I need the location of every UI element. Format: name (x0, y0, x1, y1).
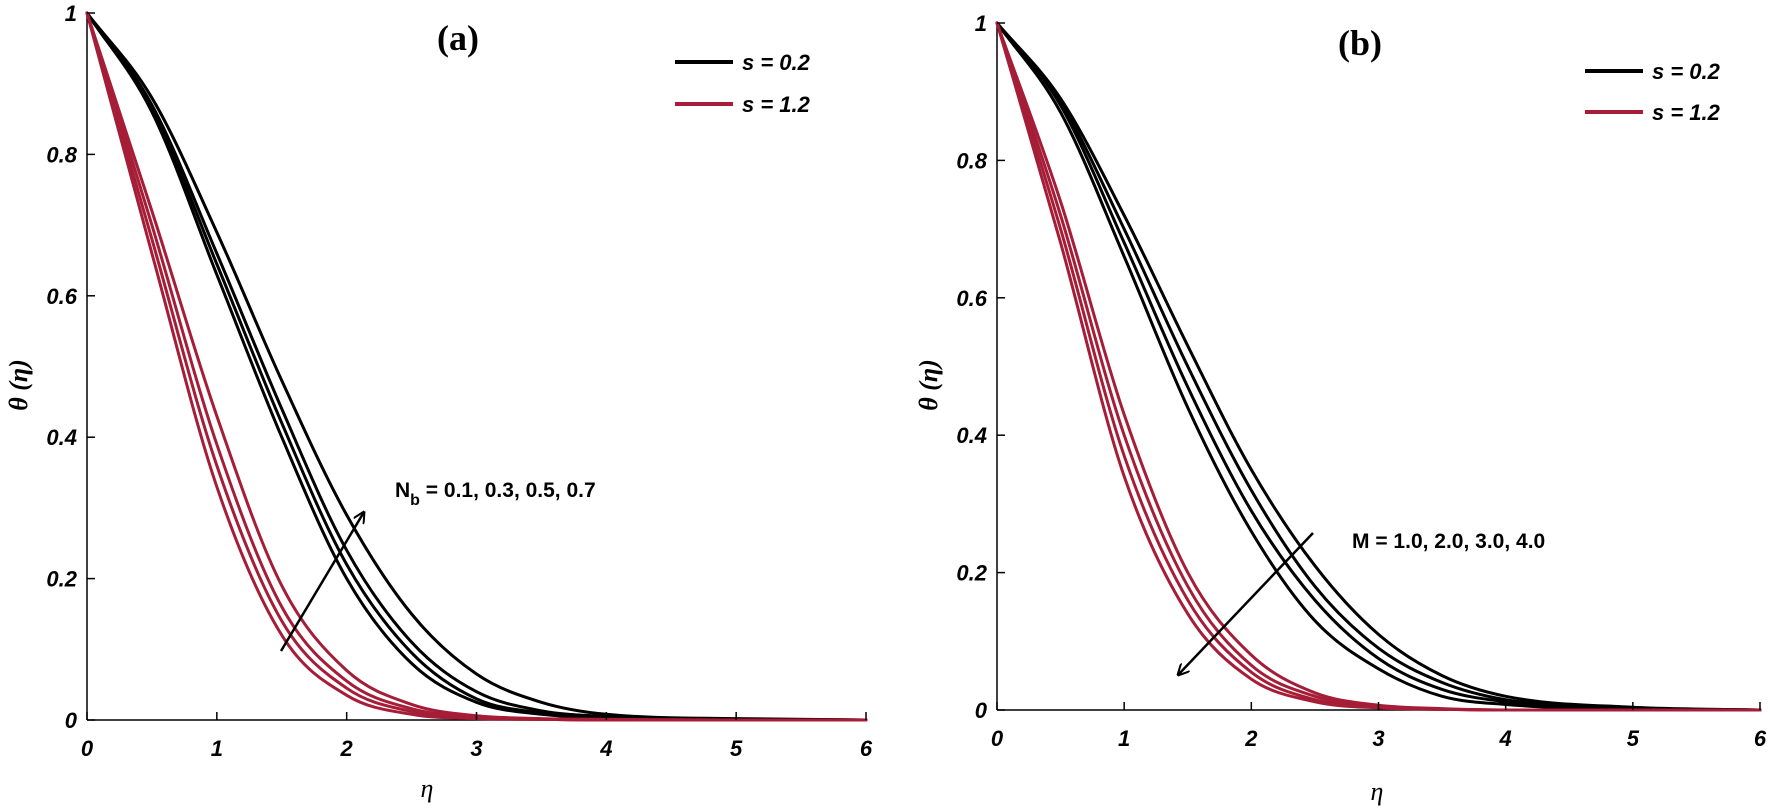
y-axis-label: θ (η) (4, 359, 33, 411)
series-line-2 (85, 11, 868, 722)
series-line-3 (85, 11, 868, 722)
series-line-8 (995, 21, 1762, 712)
plot-area (85, 11, 868, 722)
y-tick-label: 0.6 (46, 284, 77, 309)
y-tick-label: 0.8 (46, 142, 77, 167)
series-line-8 (85, 11, 868, 722)
series-line-6 (995, 21, 1762, 712)
x-tick-label: 6 (1754, 726, 1767, 751)
y-tick-label: 1 (65, 1, 77, 26)
x-tick-label: 0 (81, 736, 94, 761)
series-line-4 (995, 21, 1762, 712)
series-line-1 (995, 21, 1762, 712)
annotation-text: Nb = 0.1, 0.3, 0.5, 0.7 (395, 479, 596, 509)
series-line-4 (85, 11, 868, 722)
series-line-3 (995, 21, 1762, 712)
series-line-5 (995, 21, 1762, 712)
legend-label-s-1-2: s = 1.2 (742, 92, 811, 117)
y-tick-label: 0.6 (956, 286, 987, 311)
annotation-text: M = 1.0, 2.0, 3.0, 4.0 (1352, 530, 1545, 553)
legend: s = 0.2 s = 1.2 (675, 50, 811, 117)
plot-area (995, 21, 1762, 712)
x-axis-label: η (1371, 777, 1384, 806)
y-tick-label: 0.4 (46, 425, 77, 450)
y-tick-label: 0.4 (956, 423, 987, 448)
annotation: Nb = 0.1, 0.3, 0.5, 0.7 (279, 479, 596, 652)
panel-b: (b) θ (η) η 0 1 2 3 4 5 6 0 0.2 0.4 0.6 0.8 1 s = 0.… (914, 11, 1767, 806)
y-axis-label-text: θ (η) (914, 359, 943, 411)
y-tick-label: 0 (65, 708, 78, 733)
x-tick-label: 1 (211, 736, 223, 761)
x-tick-label: 6 (860, 736, 873, 761)
x-tick-label: 2 (1244, 726, 1258, 751)
series-line-7 (995, 21, 1762, 712)
x-tick-label: 1 (1118, 726, 1130, 751)
y-tick-label: 0.8 (956, 148, 987, 173)
legend-label-s-0-2: s = 0.2 (1652, 59, 1721, 84)
ticks: 0 1 2 3 4 5 6 0 0.2 0.4 0.6 0.8 1 (46, 1, 872, 761)
series-line-5 (85, 11, 868, 722)
series-line-1 (85, 11, 868, 722)
x-tick-label: 5 (1627, 726, 1640, 751)
x-tick-label: 2 (340, 736, 354, 761)
y-axis-label: θ (η) (914, 359, 943, 411)
annotation-arrow (1178, 532, 1314, 675)
x-tick-label: 3 (1372, 726, 1384, 751)
x-tick-label: 3 (470, 736, 482, 761)
legend: s = 0.2 s = 1.2 (1585, 59, 1721, 125)
ticks: 0 1 2 3 4 5 6 0 0.2 0.4 0.6 0.8 1 (956, 11, 1766, 751)
panel-title: (b) (1338, 23, 1382, 63)
y-axis-label-text: θ (η) (4, 359, 33, 411)
series-line-2 (995, 21, 1762, 712)
x-axis-label: η (421, 774, 434, 803)
legend-label-s-0-2: s = 0.2 (742, 50, 811, 75)
x-tick-label: 4 (599, 736, 612, 761)
x-tick-label: 5 (730, 736, 743, 761)
x-tick-label: 4 (1499, 726, 1512, 751)
annotation-arrow (279, 512, 364, 652)
series-line-7 (85, 11, 868, 722)
annotation: M = 1.0, 2.0, 3.0, 4.0 (1178, 530, 1545, 675)
x-tick-label: 0 (991, 726, 1004, 751)
panel-a: (a) θ (η) η 0 1 2 3 4 5 6 0 0.2 0.4 0.6 0.8 1 s = 0.… (4, 1, 873, 803)
y-tick-label: 0 (975, 698, 988, 723)
y-tick-label: 0.2 (956, 561, 987, 586)
series-line-6 (85, 11, 868, 722)
panel-title: (a) (437, 18, 479, 58)
y-tick-label: 1 (975, 11, 987, 36)
y-tick-label: 0.2 (46, 567, 77, 592)
legend-label-s-1-2: s = 1.2 (1652, 100, 1721, 125)
